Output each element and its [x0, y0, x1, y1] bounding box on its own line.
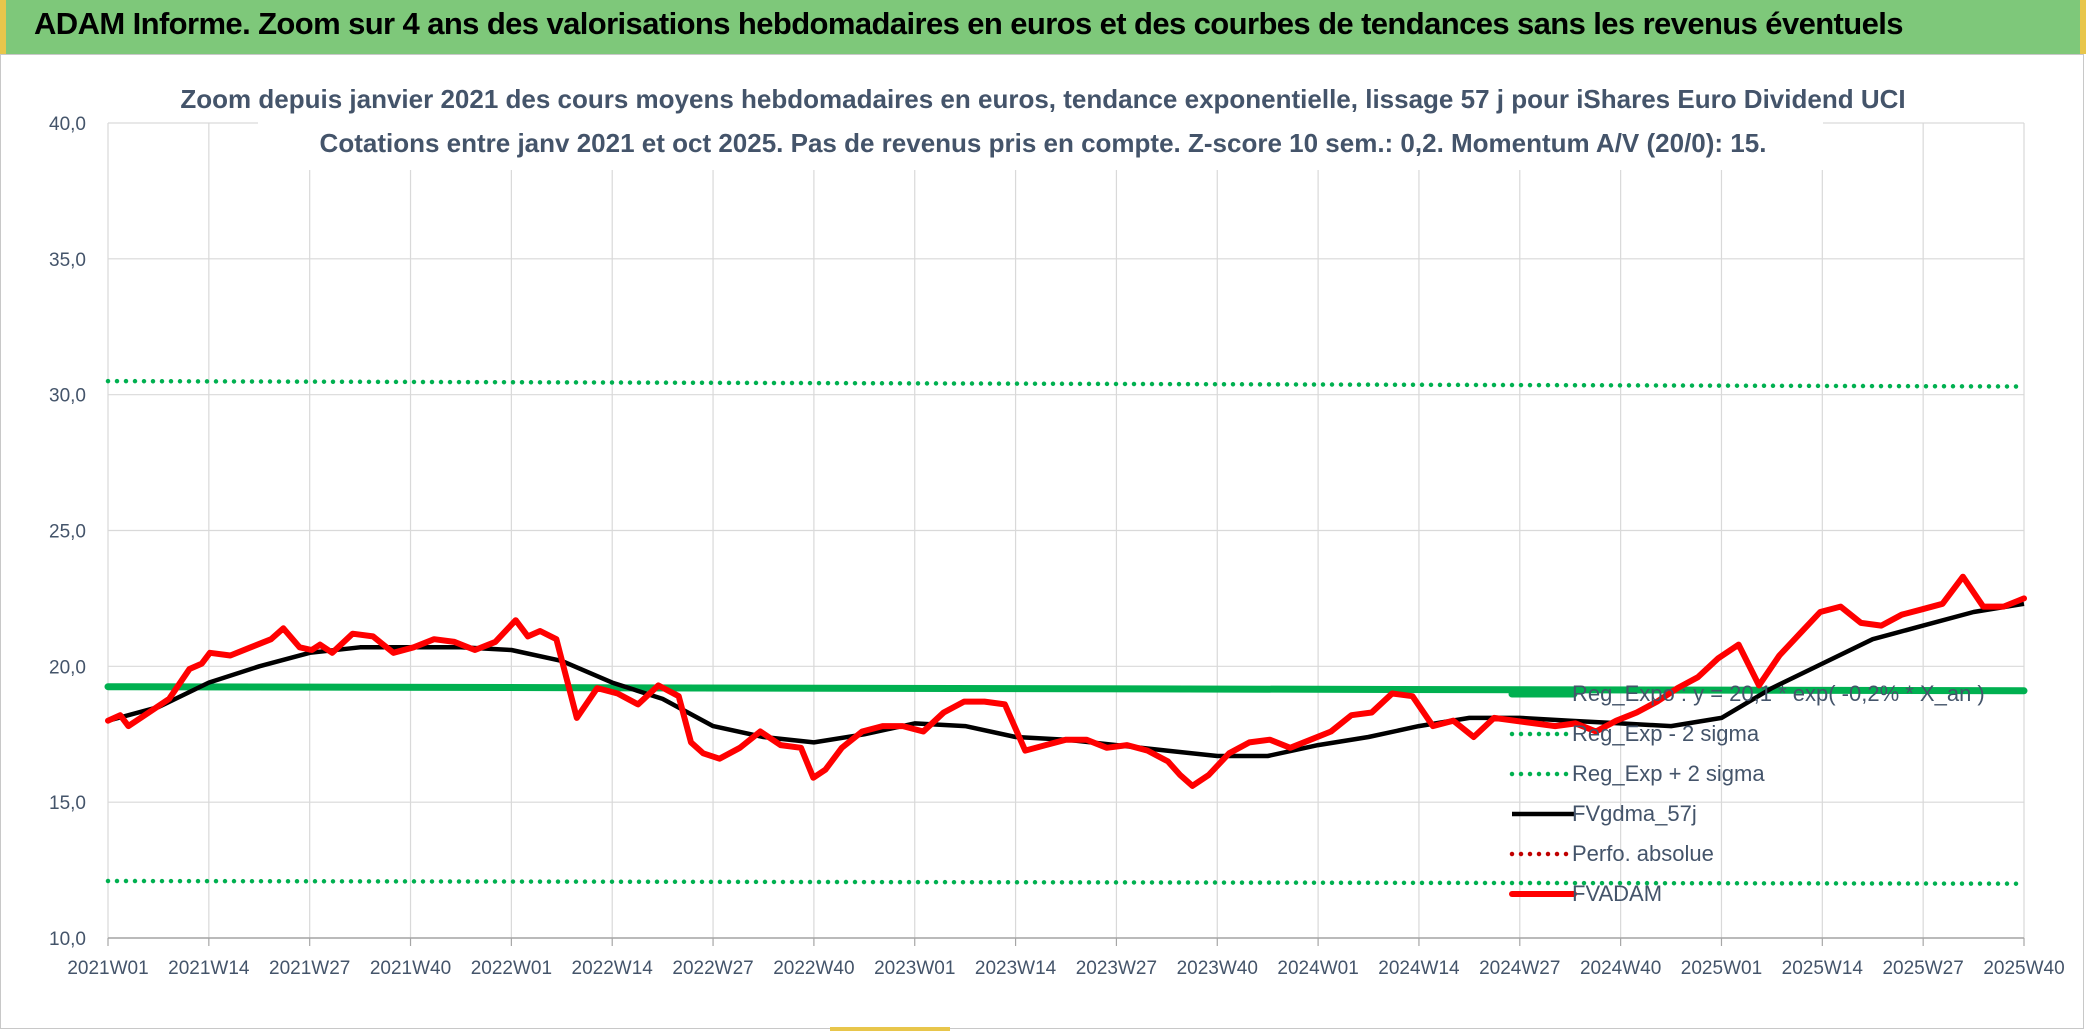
legend-label: Reg_Exp + 2 sigma: [1572, 761, 1765, 786]
report-banner: ADAM Informe. Zoom sur 4 ans des valoris…: [0, 0, 2086, 54]
y-tick-label: 30,0: [49, 386, 86, 407]
x-tick-label: 2024W40: [1580, 958, 1661, 979]
title-background: [258, 74, 1823, 170]
x-tick-label: 2023W01: [874, 958, 955, 979]
x-tick-label: 2022W27: [672, 958, 753, 979]
report-title: ADAM Informe. Zoom sur 4 ans des valoris…: [34, 6, 1904, 41]
series-line-reg-exp-2-sigma: [105, 878, 2027, 886]
series-line-reg-expo-y-20-1-exp-0-2-x-an: [104, 683, 2028, 695]
y-tick-label: 10,0: [49, 929, 86, 950]
legend-label: Perfo. absolue: [1572, 841, 1714, 866]
x-tick-label: 2023W40: [1177, 958, 1258, 979]
y-tick-label: 15,0: [49, 793, 86, 814]
x-tick-label: 2022W01: [471, 958, 552, 979]
legend-label: Reg_Exp - 2 sigma: [1572, 721, 1760, 746]
series-line-fvadam: [105, 573, 2027, 789]
legend-label: FVgdma_57j: [1572, 801, 1697, 826]
legend-label: FVADAM: [1572, 881, 1662, 906]
x-tick-label: 2025W14: [1782, 958, 1864, 979]
y-tick-label: 40,0: [49, 114, 86, 135]
x-tick-label: 2023W14: [975, 958, 1057, 979]
x-tick-label: 2022W14: [572, 958, 654, 979]
y-tick-label: 25,0: [49, 522, 86, 543]
x-tick-label: 2021W40: [370, 958, 451, 979]
bottom-accent-bar: [830, 1027, 950, 1031]
x-tick-label: 2025W40: [1983, 958, 2064, 979]
x-tick-label: 2024W01: [1277, 958, 1358, 979]
x-tick-label: 2021W14: [168, 958, 250, 979]
chart-frame: [0, 54, 2084, 1029]
x-tick-label: 2021W01: [67, 958, 148, 979]
x-tick-label: 2022W40: [773, 958, 854, 979]
x-tick-label: 2025W01: [1681, 958, 1762, 979]
chart-subtitle: Cotations entre janv 2021 et oct 2025. P…: [320, 128, 1767, 158]
y-tick-label: 35,0: [49, 250, 86, 271]
series-line-reg-exp-2-sigma: [105, 378, 2027, 389]
legend-label: Reg_Expo : y = 20,1 * exp( -0,2% * X_an …: [1572, 681, 1985, 706]
x-tick-label: 2023W27: [1076, 958, 1157, 979]
y-tick-label: 20,0: [49, 657, 86, 678]
x-tick-label: 2024W27: [1479, 958, 1560, 979]
chart-title: Zoom depuis janvier 2021 des cours moyen…: [180, 84, 1905, 114]
x-tick-label: 2024W14: [1378, 958, 1460, 979]
x-tick-label: 2025W27: [1882, 958, 1963, 979]
x-tick-label: 2021W27: [269, 958, 350, 979]
